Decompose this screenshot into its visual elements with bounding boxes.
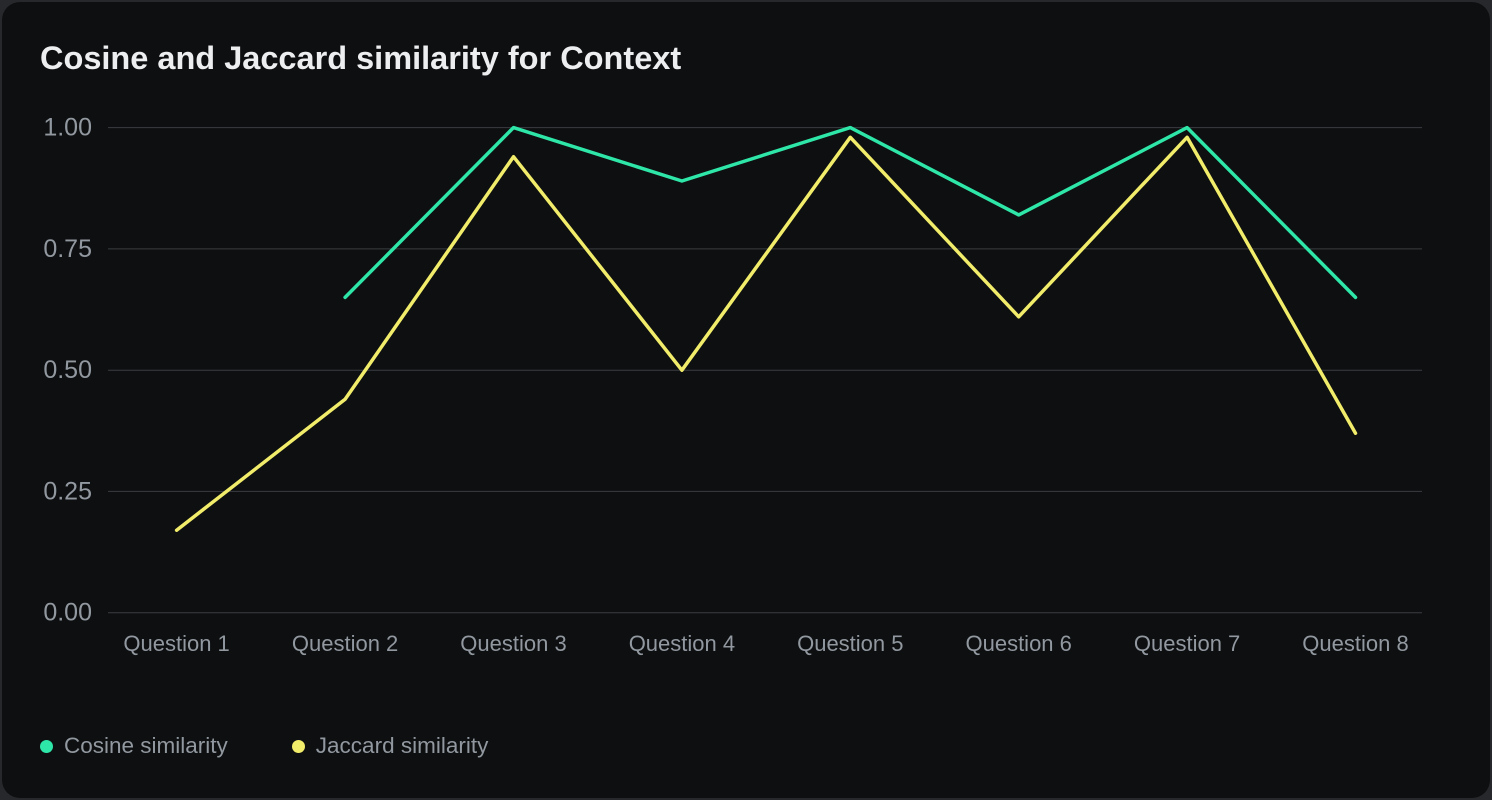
svg-text:1.00: 1.00 [43,114,92,142]
svg-text:Question 2: Question 2 [292,631,398,656]
svg-text:Question 4: Question 4 [629,631,735,656]
svg-text:Question 8: Question 8 [1302,631,1408,656]
svg-text:Question 3: Question 3 [460,631,566,656]
svg-text:0.75: 0.75 [43,235,92,263]
svg-text:0.25: 0.25 [43,477,92,505]
svg-text:0.50: 0.50 [43,356,92,384]
svg-text:Question 7: Question 7 [1134,631,1240,656]
svg-text:Question 1: Question 1 [123,631,229,656]
svg-text:Question 6: Question 6 [965,631,1071,656]
svg-text:0.00: 0.00 [43,599,92,627]
svg-text:Question 5: Question 5 [797,631,903,656]
